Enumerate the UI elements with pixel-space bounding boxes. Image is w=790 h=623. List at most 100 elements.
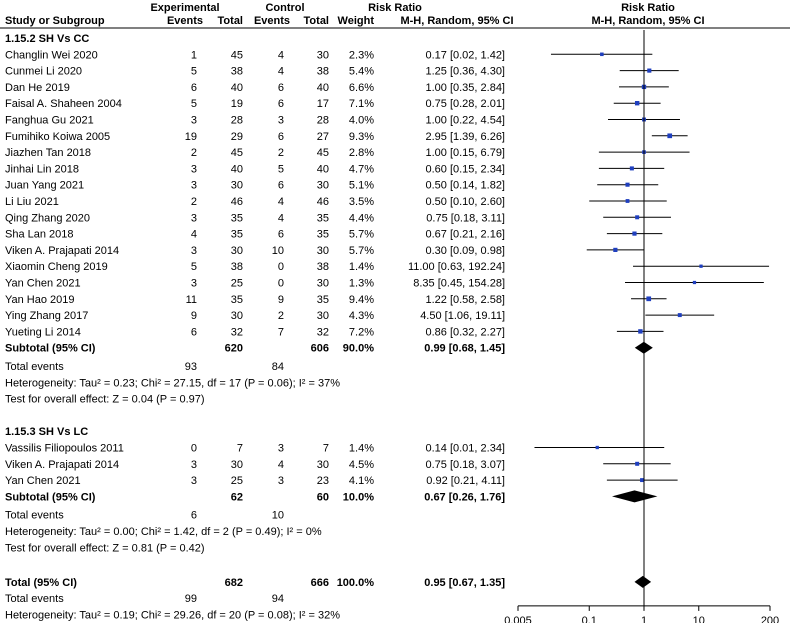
study-name: Jinhai Lin 2018 xyxy=(5,163,79,175)
study-column-header: Study or Subgroup xyxy=(5,15,105,27)
risk-ratio-plot-header: Risk Ratio xyxy=(621,2,675,14)
events-experimental: 3 xyxy=(191,212,197,224)
study-name: Yan Chen 2021 xyxy=(5,475,81,487)
total-experimental: 19 xyxy=(231,98,243,110)
events-experimental: 3 xyxy=(191,459,197,471)
overall-weight: 100.0% xyxy=(337,577,375,589)
overall-effect-text: Test for overall effect: Z = 0.04 (P = 0… xyxy=(5,394,205,406)
subtotal-weight: 10.0% xyxy=(343,491,374,503)
overall-diamond xyxy=(634,575,652,588)
total-control: 35 xyxy=(317,294,329,306)
events-experimental: 3 xyxy=(191,475,197,487)
study-ci-text: 1.00 [0.15, 6.79] xyxy=(425,147,505,159)
events-experimental: 2 xyxy=(191,147,197,159)
overall-label: Total (95% CI) xyxy=(5,577,77,589)
study-weight: 9.3% xyxy=(349,131,374,143)
total-control: 30 xyxy=(317,278,329,290)
events-experimental: 1 xyxy=(191,49,197,61)
events-control: 3 xyxy=(278,443,284,455)
study-ci-text: 0.14 [0.01, 2.34] xyxy=(425,443,505,455)
total-experimental: 30 xyxy=(231,180,243,192)
events-control: 6 xyxy=(278,82,284,94)
study-point xyxy=(600,52,604,57)
events-control: 4 xyxy=(278,66,284,78)
study-weight: 5.4% xyxy=(349,66,374,78)
experimental-group-header: Experimental xyxy=(150,2,219,14)
subtotal-total-control: 60 xyxy=(317,491,329,503)
study-name: Yan Chen 2021 xyxy=(5,278,81,290)
events-control: 6 xyxy=(278,229,284,241)
subtotal-label: Subtotal (95% CI) xyxy=(5,343,96,355)
study-weight: 6.6% xyxy=(349,82,374,94)
events-control: 5 xyxy=(278,163,284,175)
events-control: 4 xyxy=(278,459,284,471)
total-events-experimental: 93 xyxy=(185,361,197,373)
study-point xyxy=(640,478,644,483)
subtotal-ci-text: 0.99 [0.68, 1.45] xyxy=(424,343,505,355)
study-weight: 5.7% xyxy=(349,229,374,241)
study-weight: 2.8% xyxy=(349,147,374,159)
study-ci-text: 1.25 [0.36, 4.30] xyxy=(425,66,505,78)
study-point xyxy=(647,68,652,73)
study-name: Viken A. Prajapati 2014 xyxy=(5,245,119,257)
overall-total-experimental: 682 xyxy=(225,577,243,589)
study-ci-text: 0.50 [0.14, 1.82] xyxy=(425,180,505,192)
overall-heterogeneity-text: Heterogeneity: Tau² = 0.19; Chi² = 29.26… xyxy=(5,610,340,622)
total-experimental: 46 xyxy=(231,196,243,208)
events-control: 6 xyxy=(278,131,284,143)
total-control: 30 xyxy=(317,245,329,257)
subtotal-ci-text: 0.67 [0.26, 1.76] xyxy=(424,491,505,503)
study-ci-text: 0.30 [0.09, 0.98] xyxy=(425,245,505,257)
study-ci-text: 2.95 [1.39, 6.26] xyxy=(425,131,505,143)
events-control: 6 xyxy=(278,98,284,110)
total-control: 40 xyxy=(317,82,329,94)
study-name: Li Liu 2021 xyxy=(5,196,59,208)
study-point xyxy=(677,313,682,318)
study-name: Vassilis Filiopoulos 2011 xyxy=(5,443,124,455)
events-experimental: 2 xyxy=(191,196,197,208)
total-experimental: 35 xyxy=(231,229,243,241)
study-name: Qing Zhang 2020 xyxy=(5,212,90,224)
total-experimental: 32 xyxy=(231,326,243,338)
total-experimental: 30 xyxy=(231,459,243,471)
study-weight: 7.2% xyxy=(349,326,374,338)
events-control: 4 xyxy=(278,212,284,224)
events-experimental: 5 xyxy=(191,261,197,273)
study-ci-text: 0.92 [0.21, 4.11] xyxy=(426,475,505,487)
total-experimental: 25 xyxy=(231,475,243,487)
total-control: 30 xyxy=(317,49,329,61)
subtotal-total-control: 606 xyxy=(311,343,329,355)
overall-ci-text: 0.95 [0.67, 1.35] xyxy=(424,577,505,589)
study-point xyxy=(629,166,634,171)
subtotal-total-experimental: 620 xyxy=(225,343,243,355)
subtotal-label: Subtotal (95% CI) xyxy=(5,491,96,503)
overall-events-control: 94 xyxy=(272,593,284,605)
events-control: 10 xyxy=(272,245,284,257)
events-experimental: 9 xyxy=(191,310,197,322)
events-experimental: 4 xyxy=(191,229,197,241)
risk-ratio-table-header: Risk Ratio xyxy=(368,2,422,14)
study-name: Changlin Wei 2020 xyxy=(5,49,98,61)
events-experimental: 5 xyxy=(191,98,197,110)
study-name: Viken A. Prajapati 2014 xyxy=(5,459,119,471)
study-name: Yueting Li 2014 xyxy=(5,326,81,338)
study-name: Fumihiko Koiwa 2005 xyxy=(5,131,110,143)
total-events-control: 84 xyxy=(272,361,284,373)
events-experimental: 5 xyxy=(191,66,197,78)
study-ci-text: 0.50 [0.10, 2.60] xyxy=(425,196,505,208)
events-experimental-header: Events xyxy=(167,15,203,27)
total-control: 30 xyxy=(317,310,329,322)
total-control: 17 xyxy=(317,98,329,110)
study-weight: 4.0% xyxy=(349,115,374,127)
total-control: 28 xyxy=(317,115,329,127)
subtotal-weight: 90.0% xyxy=(343,343,374,355)
study-point xyxy=(625,182,630,187)
subtotal-diamond xyxy=(612,490,658,503)
study-weight: 5.7% xyxy=(349,245,374,257)
study-point xyxy=(699,264,703,268)
study-name: Xiaomin Cheng 2019 xyxy=(5,261,108,273)
events-control: 2 xyxy=(278,147,284,159)
study-ci-text: 1.22 [0.58, 2.58] xyxy=(425,294,505,306)
study-point xyxy=(625,199,630,203)
study-point xyxy=(635,461,640,466)
